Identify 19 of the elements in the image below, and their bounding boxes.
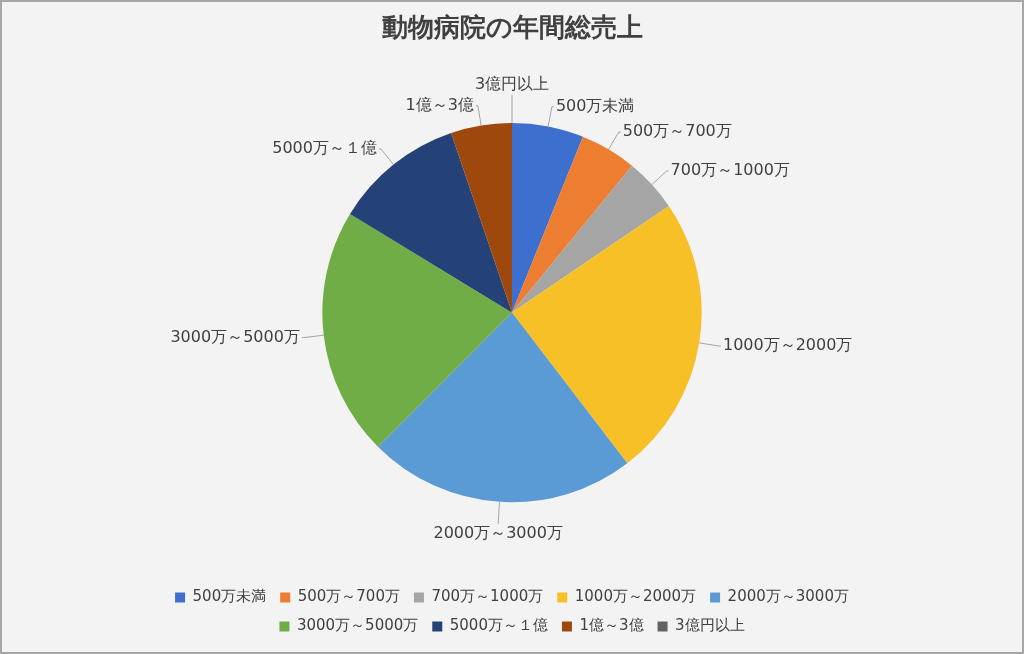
slice-label: 1億～3億 — [405, 94, 474, 114]
slice-label: 500万～700万 — [622, 121, 732, 141]
legend-label: 5000万～１億 — [449, 616, 548, 635]
legend-label: 500万未満 — [192, 587, 267, 606]
legend-label: 3000万～5000万 — [296, 616, 419, 635]
chart-title: 動物病院の年間総売上 — [380, 12, 643, 43]
category-label: 3億円以上 — [474, 73, 550, 93]
slice-label: 1000万～2000万 — [722, 335, 853, 355]
legend-label: 1億～3億 — [579, 616, 644, 635]
legend-label: 3億円以上 — [675, 616, 745, 635]
legend-label: 500万～700万 — [297, 587, 400, 606]
slice-label: 3000万～5000万 — [170, 326, 300, 346]
legend-label: 2000万～3000万 — [727, 587, 849, 606]
slice-label: 5000万～１億 — [272, 138, 377, 158]
legend-label: 1000万～2000万 — [574, 587, 697, 606]
slice-label: 500万未満 — [555, 95, 635, 115]
slice-label: 700万～1000万 — [670, 160, 790, 180]
slice-label: 2000万～3000万 — [433, 522, 563, 542]
legend-label: 700万～1000万 — [431, 587, 544, 606]
